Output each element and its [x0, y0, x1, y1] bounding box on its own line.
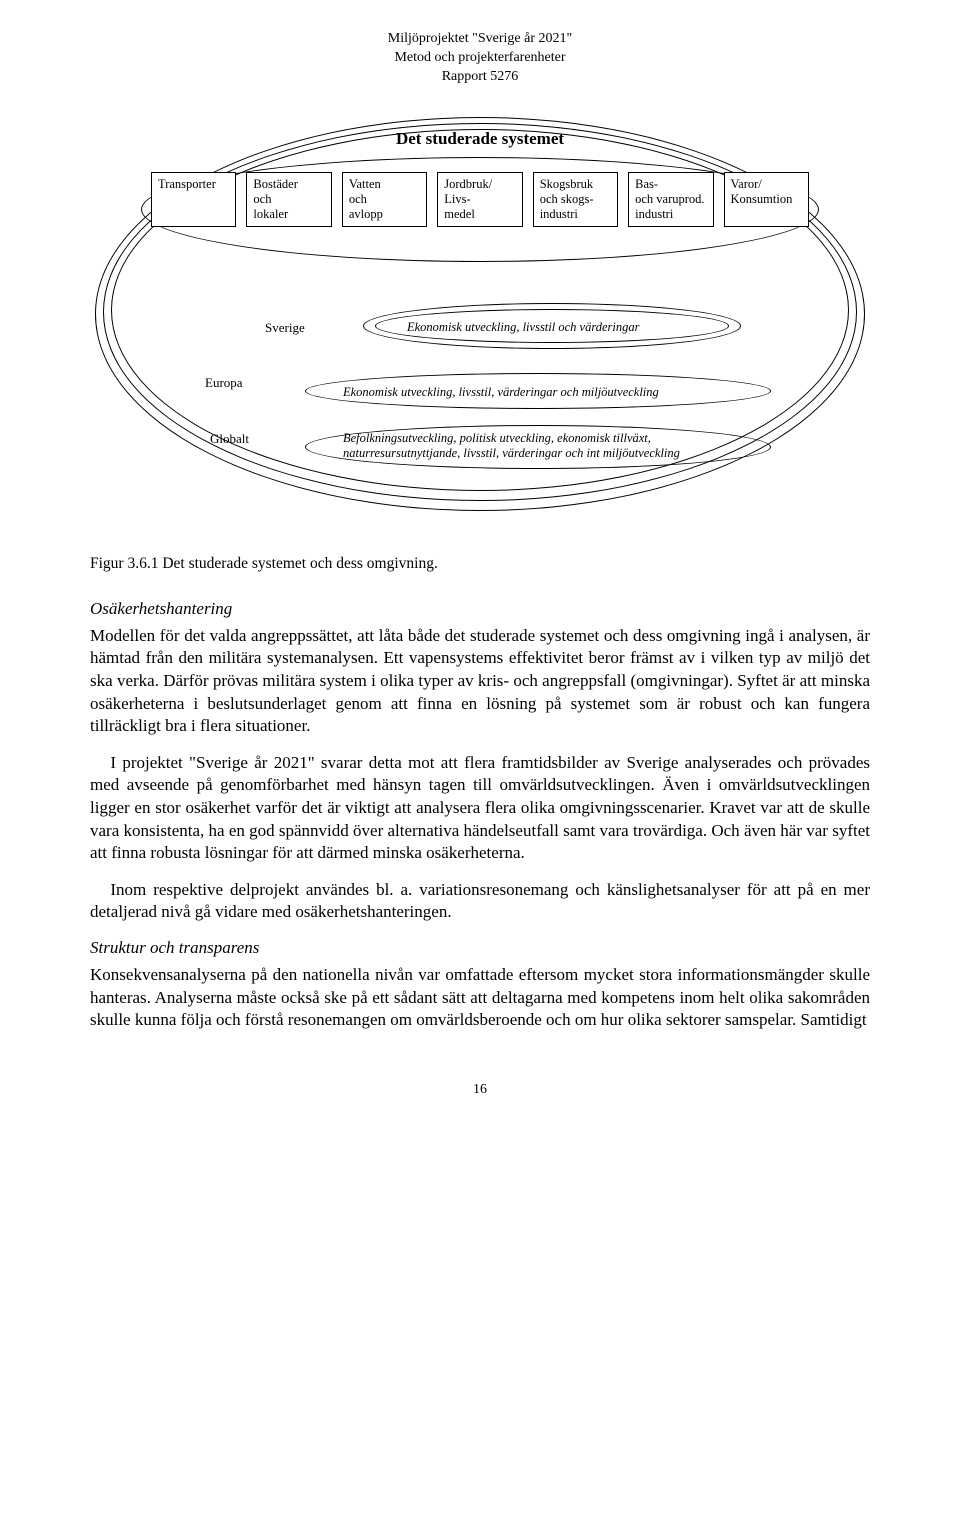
body-para: Konsekvensanalyserna på den nationella n…	[90, 964, 870, 1032]
body-para: Modellen för det valda angreppssättet, a…	[90, 625, 870, 738]
box-vatten: Vattenochavlopp	[342, 172, 427, 227]
body-para: I projektet "Sverige år 2021" svarar det…	[90, 752, 870, 865]
page: Miljöprojektet "Sverige år 2021" Metod o…	[0, 0, 960, 1138]
box-label: Bas-och varuprod.industri	[635, 177, 704, 221]
box-skogsbruk: Skogsbrukoch skogs-industri	[533, 172, 618, 227]
doc-header: Miljöprojektet "Sverige år 2021" Metod o…	[90, 30, 870, 87]
label-europa: Europa	[205, 375, 243, 391]
desc-sverige: Ekonomisk utveckling, livsstil och värde…	[407, 320, 767, 336]
para-text: Inom respektive delprojekt användes bl. …	[90, 880, 870, 922]
diagram-title: Det studerade systemet	[95, 129, 865, 149]
subheading-osaker: Osäkerhetshantering	[90, 599, 870, 619]
label-sverige: Sverige	[265, 320, 305, 336]
header-line-2: Metod och projekterfarenheter	[90, 49, 870, 68]
body-para: Inom respektive delprojekt användes bl. …	[90, 879, 870, 924]
para-text: Modellen för det valda angreppssättet, a…	[90, 626, 870, 735]
page-number: 16	[90, 1082, 870, 1098]
box-bas: Bas-och varuprod.industri	[628, 172, 713, 227]
box-label: Jordbruk/Livs-medel	[444, 177, 492, 221]
box-label: Vattenochavlopp	[349, 177, 383, 221]
label-globalt: Globalt	[210, 431, 249, 447]
box-label: Bostäderochlokaler	[253, 177, 297, 221]
diagram-canvas: Det studerade systemet Transporter Bostä…	[95, 117, 865, 527]
desc-globalt: Befolkningsutveckling, politisk utveckli…	[343, 431, 763, 462]
box-label: Transporter	[158, 177, 216, 191]
box-bostader: Bostäderochlokaler	[246, 172, 331, 227]
box-jordbruk: Jordbruk/Livs-medel	[437, 172, 522, 227]
diagram-boxes: Transporter Bostäderochlokaler Vattenoch…	[151, 172, 809, 227]
box-transporter: Transporter	[151, 172, 236, 227]
para-text: Konsekvensanalyserna på den nationella n…	[90, 965, 870, 1029]
diagram: Det studerade systemet Transporter Bostä…	[95, 117, 865, 527]
header-line-3: Rapport 5276	[90, 68, 870, 87]
box-label: Varor/Konsumtion	[731, 177, 793, 206]
box-label: Skogsbrukoch skogs-industri	[540, 177, 594, 221]
subheading-struktur: Struktur och transparens	[90, 938, 870, 958]
box-varor: Varor/Konsumtion	[724, 172, 809, 227]
header-line-1: Miljöprojektet "Sverige år 2021"	[90, 30, 870, 49]
para-text: I projektet "Sverige år 2021" svarar det…	[90, 753, 870, 862]
desc-europa: Ekonomisk utveckling, livsstil, värderin…	[343, 385, 763, 401]
figure-caption: Figur 3.6.1 Det studerade systemet och d…	[90, 555, 870, 573]
